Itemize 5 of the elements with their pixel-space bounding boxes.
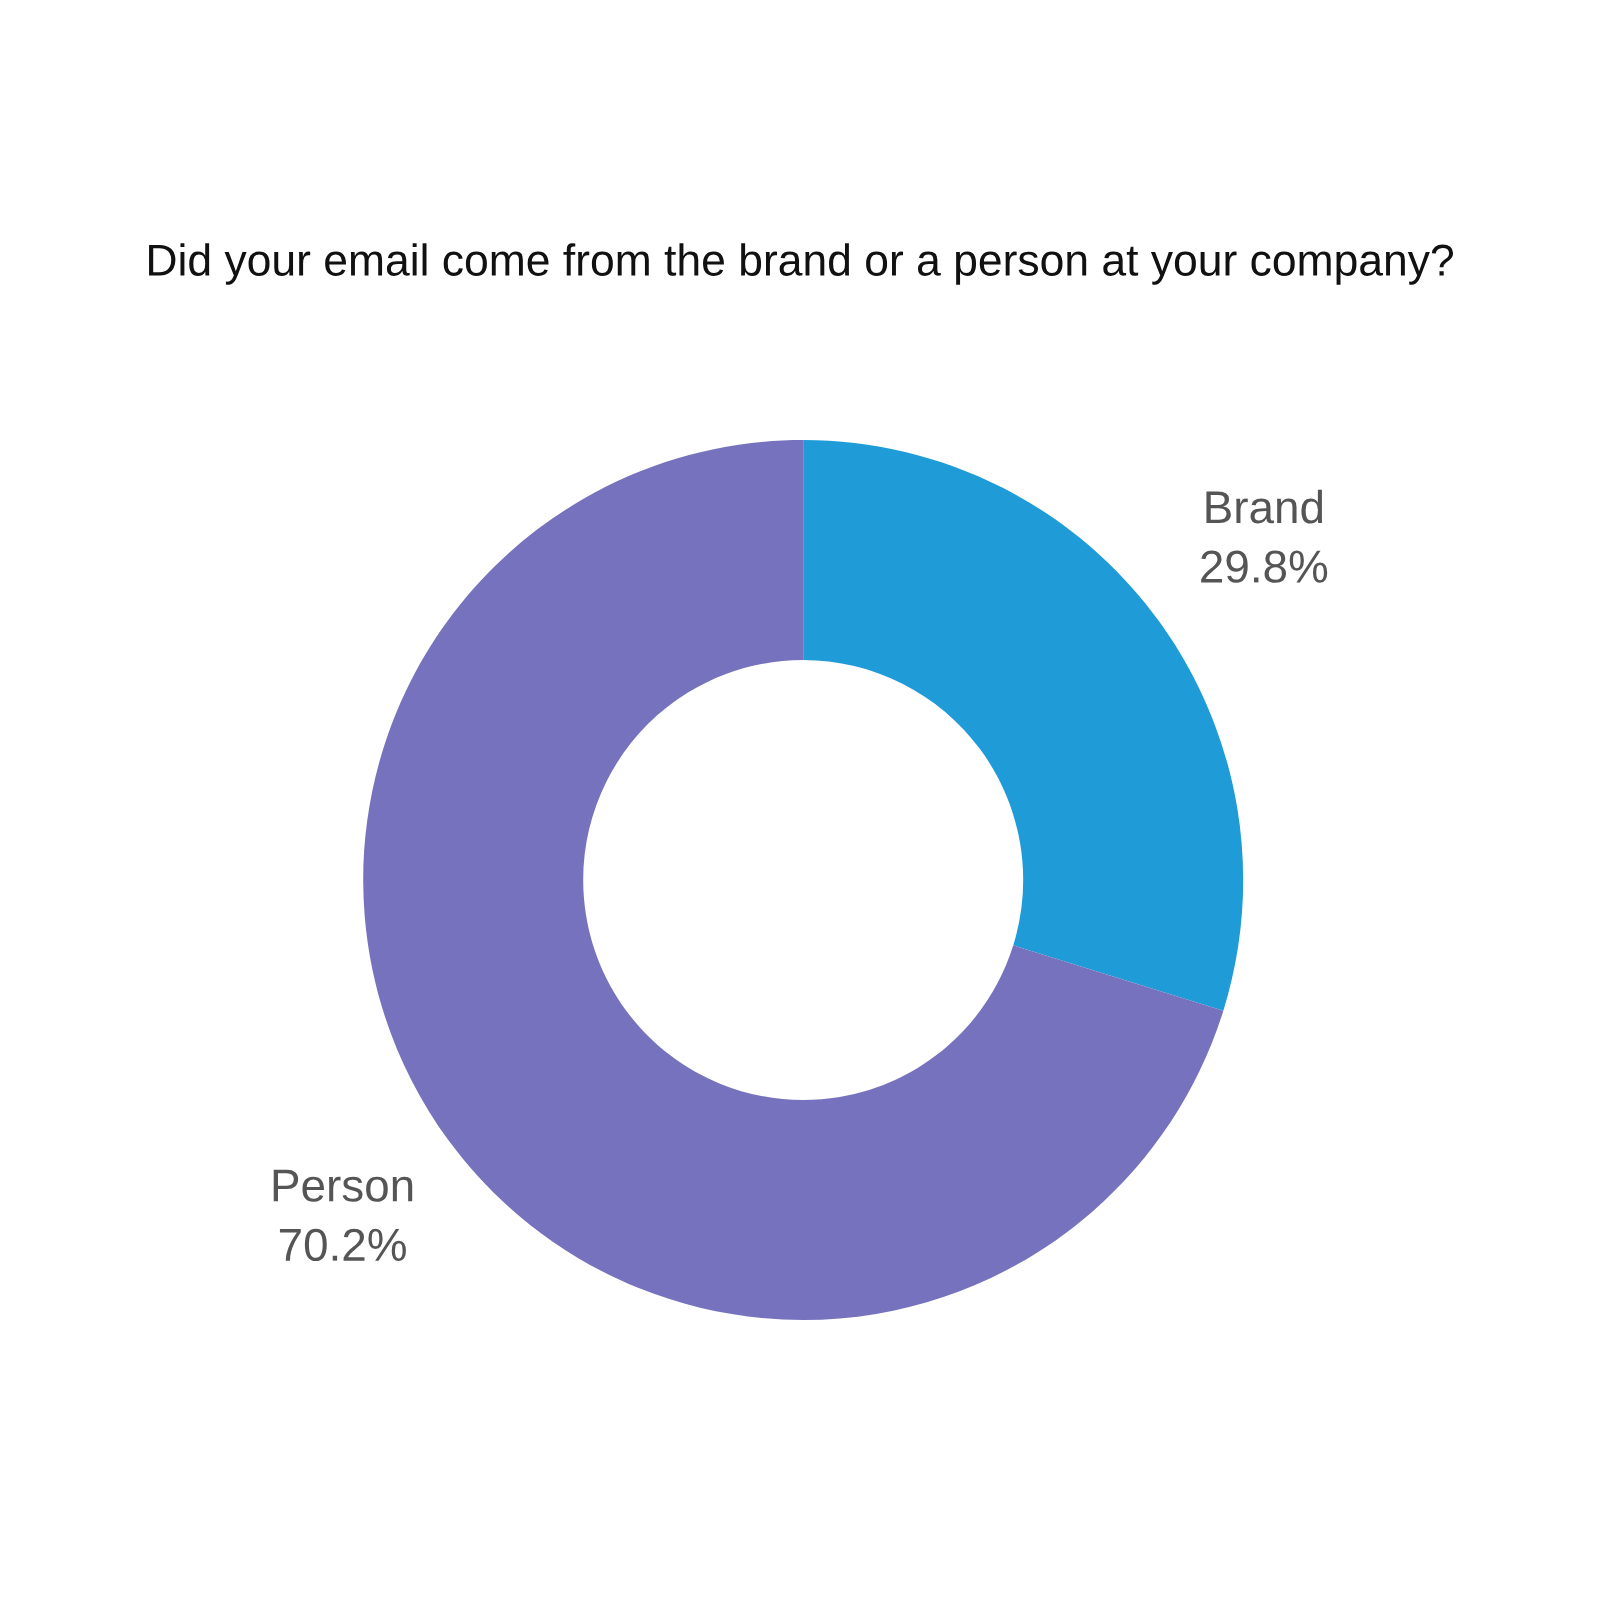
data-label: 29.8% xyxy=(1201,550,1328,583)
slice-label: Person xyxy=(273,1169,413,1202)
slice-label: Brand xyxy=(1206,489,1323,524)
data-label: 70.2% xyxy=(279,1228,406,1262)
chart-title: Did your email come from the brand or a person at your company? xyxy=(149,243,1454,285)
